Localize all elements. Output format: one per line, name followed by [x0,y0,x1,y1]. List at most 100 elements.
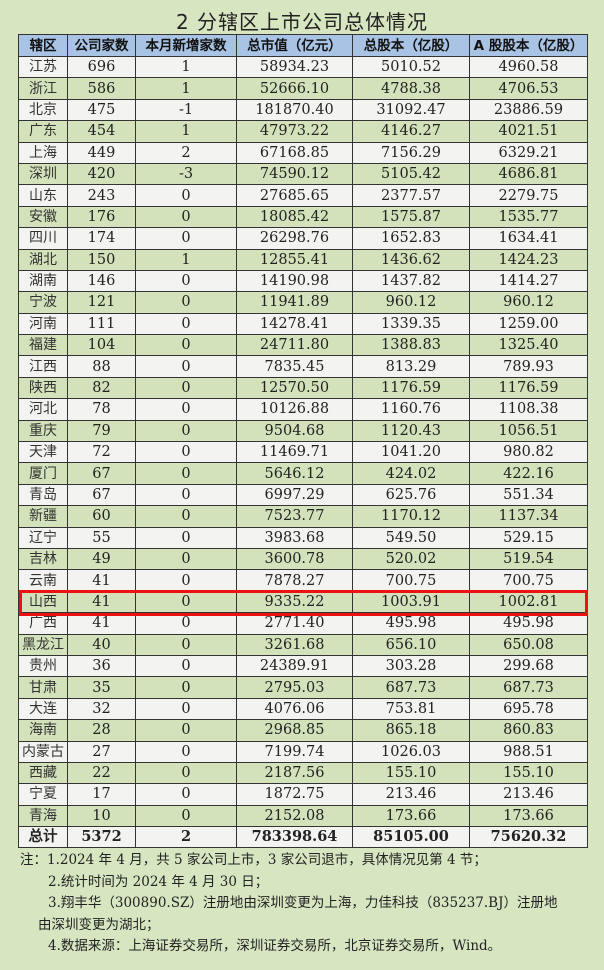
table-cell: 1176.59 [469,376,588,400]
table-cell: 519.54 [469,547,588,571]
table-cell: 0 [135,761,237,785]
table-cell: 1436.62 [352,248,470,271]
region-cell: 山西 [18,590,68,614]
table-cell: 625.76 [352,483,470,507]
table-cell: 1026.03 [352,740,470,763]
table-cell: 813.29 [352,355,470,378]
region-cell: 黑龙江 [18,633,68,656]
table-cell: 860.83 [469,719,588,742]
table-cell: 656.10 [352,633,470,656]
region-cell: 福建 [18,334,68,357]
table-cell: 0 [135,804,237,828]
table-row: 西藏 22 0 2187.56 155.10 155.10 [18,761,588,785]
table-cell: 181870.40 [236,98,353,122]
table-cell: 1414.27 [469,269,588,293]
region-cell: 海南 [18,719,68,742]
table-cell: 40 [67,633,136,656]
region-cell: 四川 [18,227,68,250]
table-header-row: 辖区 公司家数 本月新增家数 总市值（亿元） 总股本（亿股） A 股股本（亿股） [18,34,588,57]
table-cell: 12855.41 [236,248,353,271]
table-row: 山东 243 0 27685.65 2377.57 2279.75 [18,184,588,207]
table-row: 海南 28 0 2968.85 865.18 860.83 [18,719,588,742]
table-cell: 41 [67,590,136,614]
table-cell: 980.82 [469,441,588,464]
total-cell: 783398.64 [236,826,353,849]
table-cell: 1108.38 [469,398,588,421]
table-cell: 420 [67,162,136,186]
region-cell: 上海 [18,141,68,164]
table-cell: 0 [135,462,237,485]
table-row: 吉林 49 0 3600.78 520.02 519.54 [18,547,588,571]
table-row: 广西 41 0 2771.40 495.98 495.98 [18,612,588,635]
table-cell: 7878.27 [236,569,353,592]
table-cell: 1634.41 [469,227,588,250]
table-cell: 12570.50 [236,376,353,400]
total-cell: 5372 [67,826,136,849]
note-3-cont: 由深圳变更为湖北； [38,916,160,933]
table-cell: 2152.08 [236,804,353,828]
total-row: 总计 5372 2 783398.64 85105.00 75620.32 [18,826,588,849]
region-cell: 江苏 [18,55,68,79]
table-cell: 299.68 [469,654,588,678]
region-cell: 江西 [18,355,68,378]
table-cell: 2279.75 [469,184,588,207]
table-cell: 2968.85 [236,719,353,742]
table-cell: 67 [67,462,136,485]
table-cell: 454 [67,120,136,143]
total-cell: 85105.00 [352,826,470,849]
table-cell: 78 [67,398,136,421]
table-cell: 0 [135,312,237,336]
region-cell: 新疆 [18,505,68,528]
table-cell: 7156.29 [352,141,470,164]
table-cell: 424.02 [352,462,470,485]
table-row: 山西 41 0 9335.22 1003.91 1002.81 [18,590,588,614]
table-cell: 1137.34 [469,505,588,528]
table-cell: 551.34 [469,483,588,507]
table-cell: 495.98 [469,612,588,635]
region-cell: 广西 [18,612,68,635]
table-cell: 1388.83 [352,334,470,357]
table-cell: 449 [67,141,136,164]
region-cell: 山东 [18,184,68,207]
table-cell: 695.78 [469,697,588,721]
table-row: 内蒙古 27 0 7199.74 1026.03 988.51 [18,740,588,763]
region-cell: 深圳 [18,162,68,186]
table-cell: 2 [135,141,237,164]
table-cell: 520.02 [352,547,470,571]
table-cell: 988.51 [469,740,588,763]
table-cell: 14278.41 [236,312,353,336]
table-row: 安徽 176 0 18085.42 1575.87 1535.77 [18,205,588,229]
region-cell: 宁夏 [18,783,68,806]
region-cell: 北京 [18,98,68,122]
table-cell: 586 [67,77,136,100]
table-cell: 67 [67,483,136,507]
region-cell: 湖北 [18,248,68,271]
table-row: 宁夏 17 0 1872.75 213.46 213.46 [18,783,588,806]
table-cell: 5010.52 [352,55,470,79]
table-cell: 1 [135,77,237,100]
table-cell: 7835.45 [236,355,353,378]
table-cell: 2187.56 [236,761,353,785]
table-cell: 696 [67,55,136,79]
table-cell: 4706.53 [469,77,588,100]
region-cell: 陕西 [18,376,68,400]
table-cell: 0 [135,184,237,207]
table-cell: 6329.21 [469,141,588,164]
notes: 注：1.2024 年 4 月，共 5 家公司上市，3 家公司退市，具体情况见第 … [20,850,590,958]
table-cell: 1 [135,120,237,143]
table-cell: 74590.12 [236,162,353,186]
table-row: 湖南 146 0 14190.98 1437.82 1414.27 [18,269,588,293]
table-cell: 26298.76 [236,227,353,250]
table-row: 河南 111 0 14278.41 1339.35 1259.00 [18,312,588,336]
note-2: 2.统计时间为 2024 年 4 月 30 日； [48,873,269,890]
table-cell: 155.10 [352,761,470,785]
table-cell: 0 [135,205,237,229]
table-cell: 1 [135,55,237,79]
table-cell: 422.16 [469,462,588,485]
table-cell: 1339.35 [352,312,470,336]
region-cell: 宁波 [18,291,68,314]
table-cell: 176 [67,205,136,229]
table-cell: 41 [67,612,136,635]
table-cell: 0 [135,676,237,699]
region-cell: 天津 [18,441,68,464]
